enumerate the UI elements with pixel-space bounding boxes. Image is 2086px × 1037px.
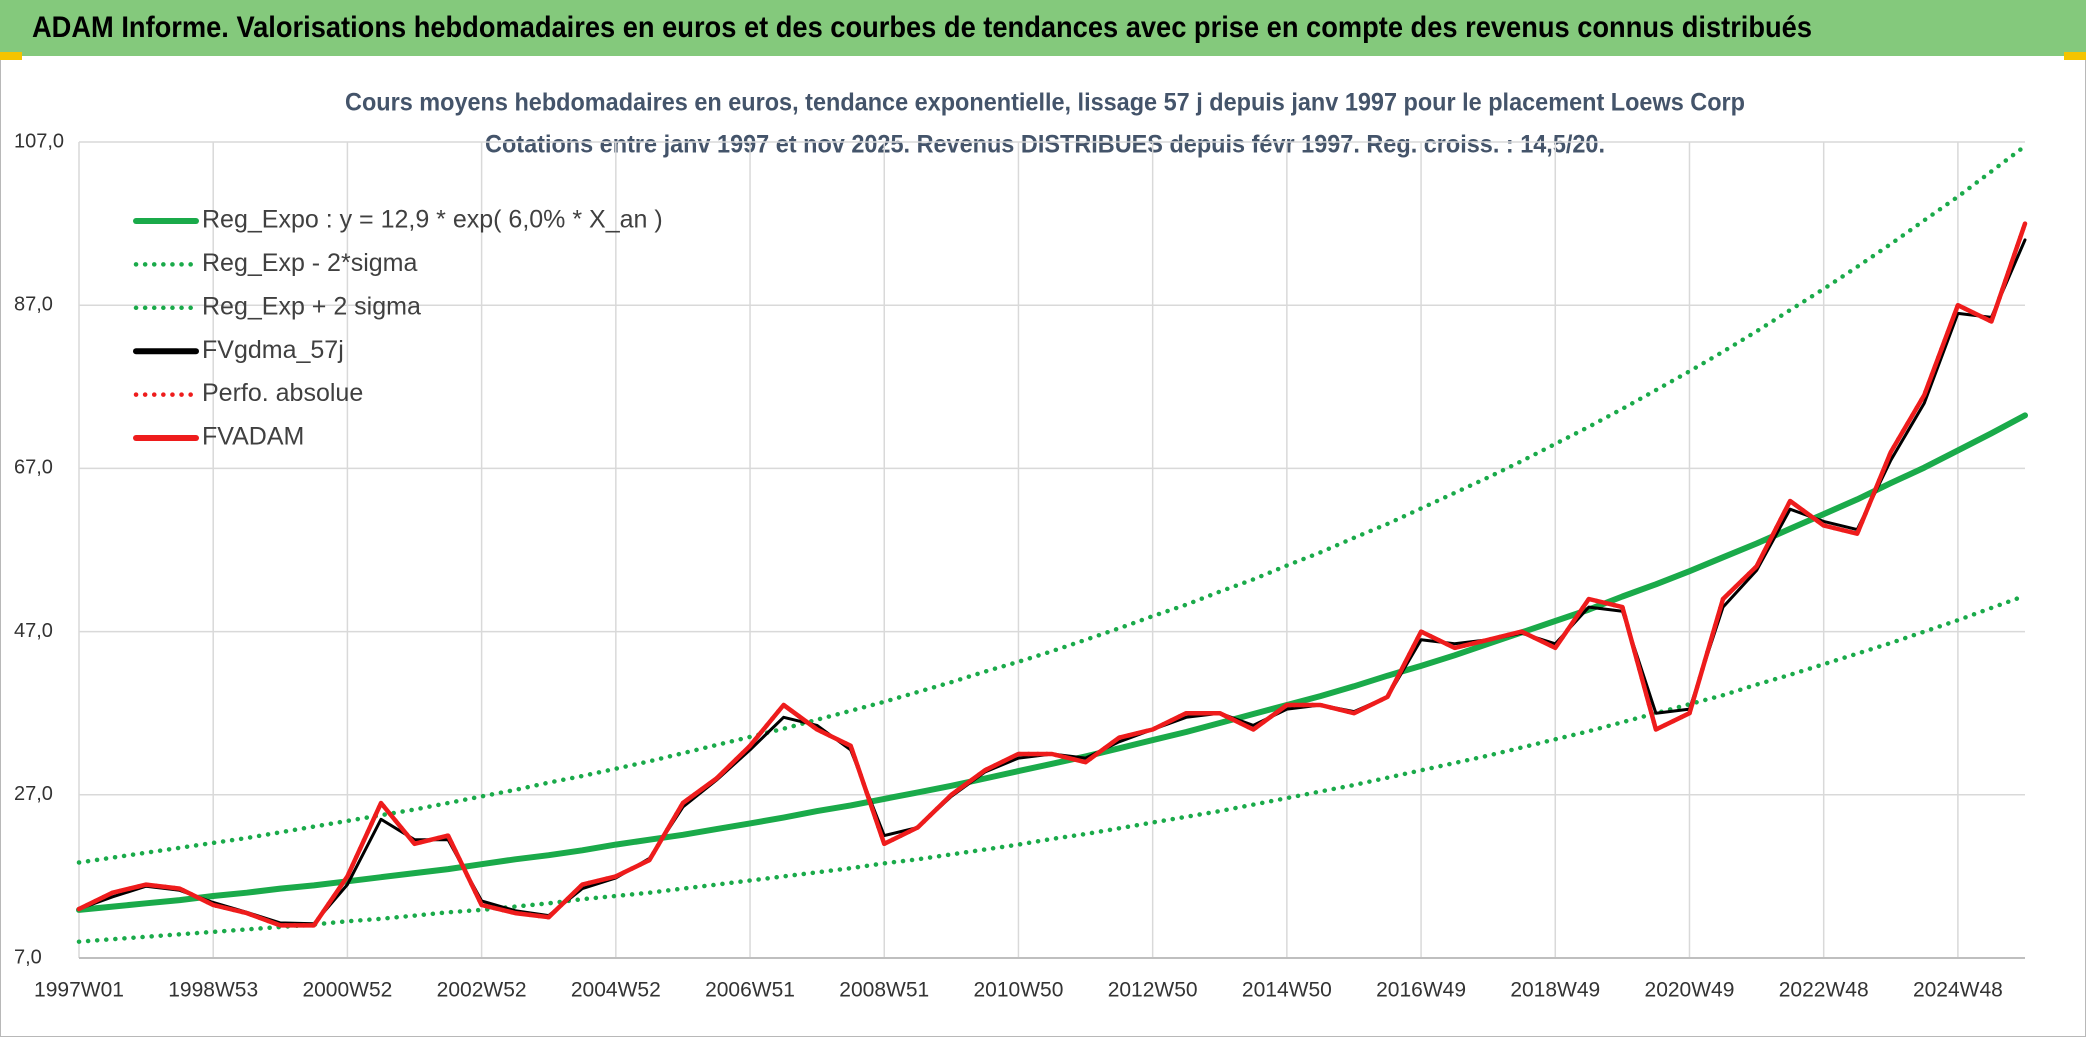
x-tick-label: 2002W52 (437, 979, 527, 1002)
y-tick-label: 87,0 (14, 293, 53, 315)
x-tick-label: 2022W48 (1779, 979, 1869, 1002)
header-title: ADAM Informe. Valorisations hebdomadaire… (32, 11, 1812, 44)
y-tick-label: 107,0 (14, 130, 64, 152)
y-tick-label: 47,0 (14, 620, 53, 642)
x-tick-label: 1997W01 (34, 979, 124, 1002)
y-tick-label: 27,0 (14, 783, 53, 805)
x-tick-label: 2004W52 (571, 979, 661, 1002)
x-tick-label: 2024W48 (1913, 979, 2003, 1002)
x-tick-label: 2000W52 (302, 979, 392, 1002)
x-tick-label: 2008W51 (839, 979, 929, 1002)
y-tick-label: 67,0 (14, 457, 53, 479)
y-tick-label: 7,0 (14, 946, 42, 968)
x-tick-label: 2018W49 (1510, 979, 1600, 1002)
legend-label: Reg_Exp + 2 sigma (202, 292, 421, 320)
x-tick-label: 2020W49 (1645, 979, 1735, 1002)
legend: Reg_Expo : y = 12,9 * exp( 6,0% * X_an )… (133, 206, 663, 451)
legend-label: Reg_Exp - 2*sigma (202, 249, 417, 277)
x-tick-label: 2006W51 (705, 979, 795, 1002)
legend-label: Reg_Expo : y = 12,9 * exp( 6,0% * X_an ) (202, 206, 663, 234)
x-tick-label: 2012W50 (1108, 979, 1198, 1002)
corner-mark (2064, 52, 2086, 60)
plot (76, 143, 2028, 944)
x-tick-label: 1998W53 (168, 979, 258, 1002)
chart-subtitle: Cotations entre janv 1997 et nov 2025. R… (485, 131, 1605, 159)
legend-label: FVADAM (202, 423, 304, 451)
legend-label: FVgdma_57j (202, 336, 344, 364)
header-bar (0, 0, 2086, 56)
corner-mark (0, 52, 22, 60)
x-tick-label: 2014W50 (1242, 979, 1332, 1002)
chart-title: Cours moyens hebdomadaires en euros, ten… (345, 89, 1745, 117)
grid: 7,0 27,0 47,0 67,0 87,0 107,0 1997W01 1998W53 20… (14, 130, 2025, 1002)
series-line (76, 221, 2028, 928)
series-line (76, 143, 2028, 865)
x-tick-label: 2016W49 (1376, 979, 1466, 1002)
x-tick-label: 2010W50 (973, 979, 1063, 1002)
series-line (76, 412, 2028, 913)
legend-label: Perfo. absolue (202, 379, 363, 407)
